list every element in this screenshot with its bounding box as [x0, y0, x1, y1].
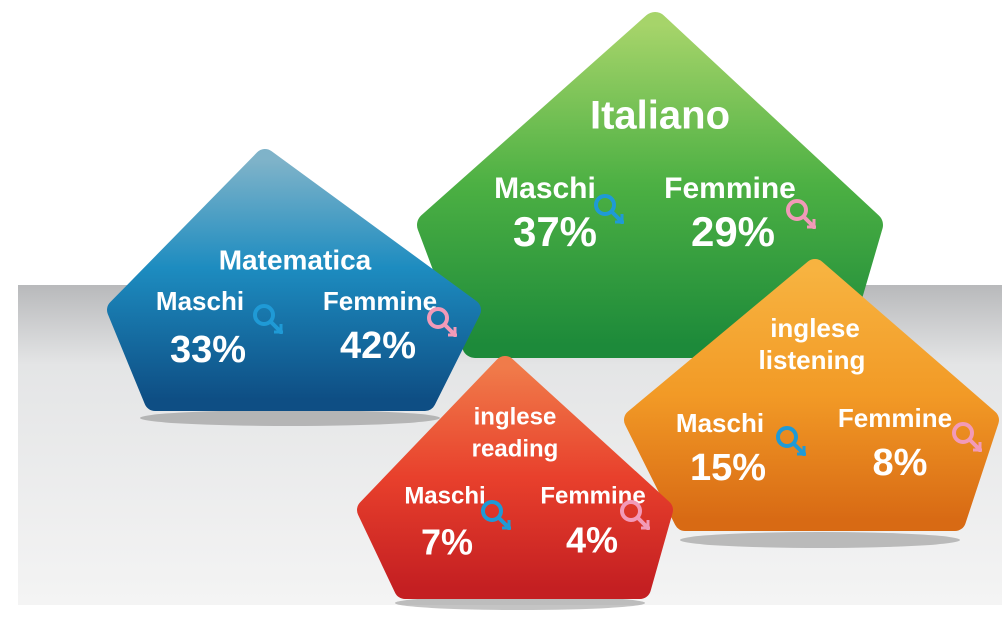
female-value: 8% [873, 442, 928, 484]
female-label: Femmine [838, 403, 952, 433]
female-label: Femmine [323, 286, 437, 316]
panel-inglese-listening: inglese listening Maschi Femmine 15% 8% [624, 259, 999, 548]
female-value: 29% [691, 208, 775, 255]
panel-title-line: inglese [474, 403, 557, 430]
female-value: 42% [340, 325, 416, 367]
female-label: Femmine [664, 172, 796, 205]
female-label: Femmine [540, 482, 645, 509]
panel-title-line: listening [759, 345, 866, 375]
male-label: Maschi [676, 408, 764, 438]
male-value: 37% [513, 208, 597, 255]
panel-title-line: inglese [770, 313, 860, 343]
panel-title: Italiano [590, 94, 730, 138]
panel-title: Matematica [219, 244, 372, 275]
panel-inglese-reading: inglese reading Maschi Femmine 7% 4% [357, 356, 673, 610]
male-label: Maschi [404, 482, 485, 509]
male-value: 33% [170, 329, 246, 371]
male-label: Maschi [494, 172, 596, 205]
panel-matematica: Matematica Maschi Femmine 33% 42% [107, 149, 481, 426]
panel-italiano: Italiano Maschi Femmine 37% 29% [417, 12, 883, 358]
panel-title-line: reading [472, 435, 559, 462]
male-value: 7% [421, 522, 473, 563]
female-value: 4% [566, 520, 618, 561]
male-value: 15% [690, 447, 766, 489]
male-label: Maschi [156, 286, 244, 316]
